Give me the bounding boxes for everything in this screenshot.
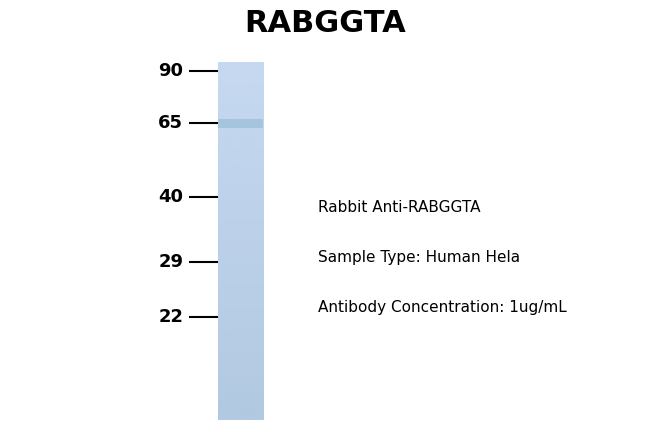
Text: 65: 65 <box>159 114 183 132</box>
Bar <box>218 119 263 128</box>
Text: Antibody Concentration: 1ug/mL: Antibody Concentration: 1ug/mL <box>318 300 567 315</box>
Text: 29: 29 <box>159 253 183 271</box>
Text: 40: 40 <box>159 188 183 206</box>
Text: RABGGTA: RABGGTA <box>244 10 406 38</box>
Text: Sample Type: Human Hela: Sample Type: Human Hela <box>318 250 521 265</box>
Text: 90: 90 <box>159 62 183 81</box>
Text: 22: 22 <box>159 308 183 326</box>
Text: Rabbit Anti-RABGGTA: Rabbit Anti-RABGGTA <box>318 200 481 215</box>
